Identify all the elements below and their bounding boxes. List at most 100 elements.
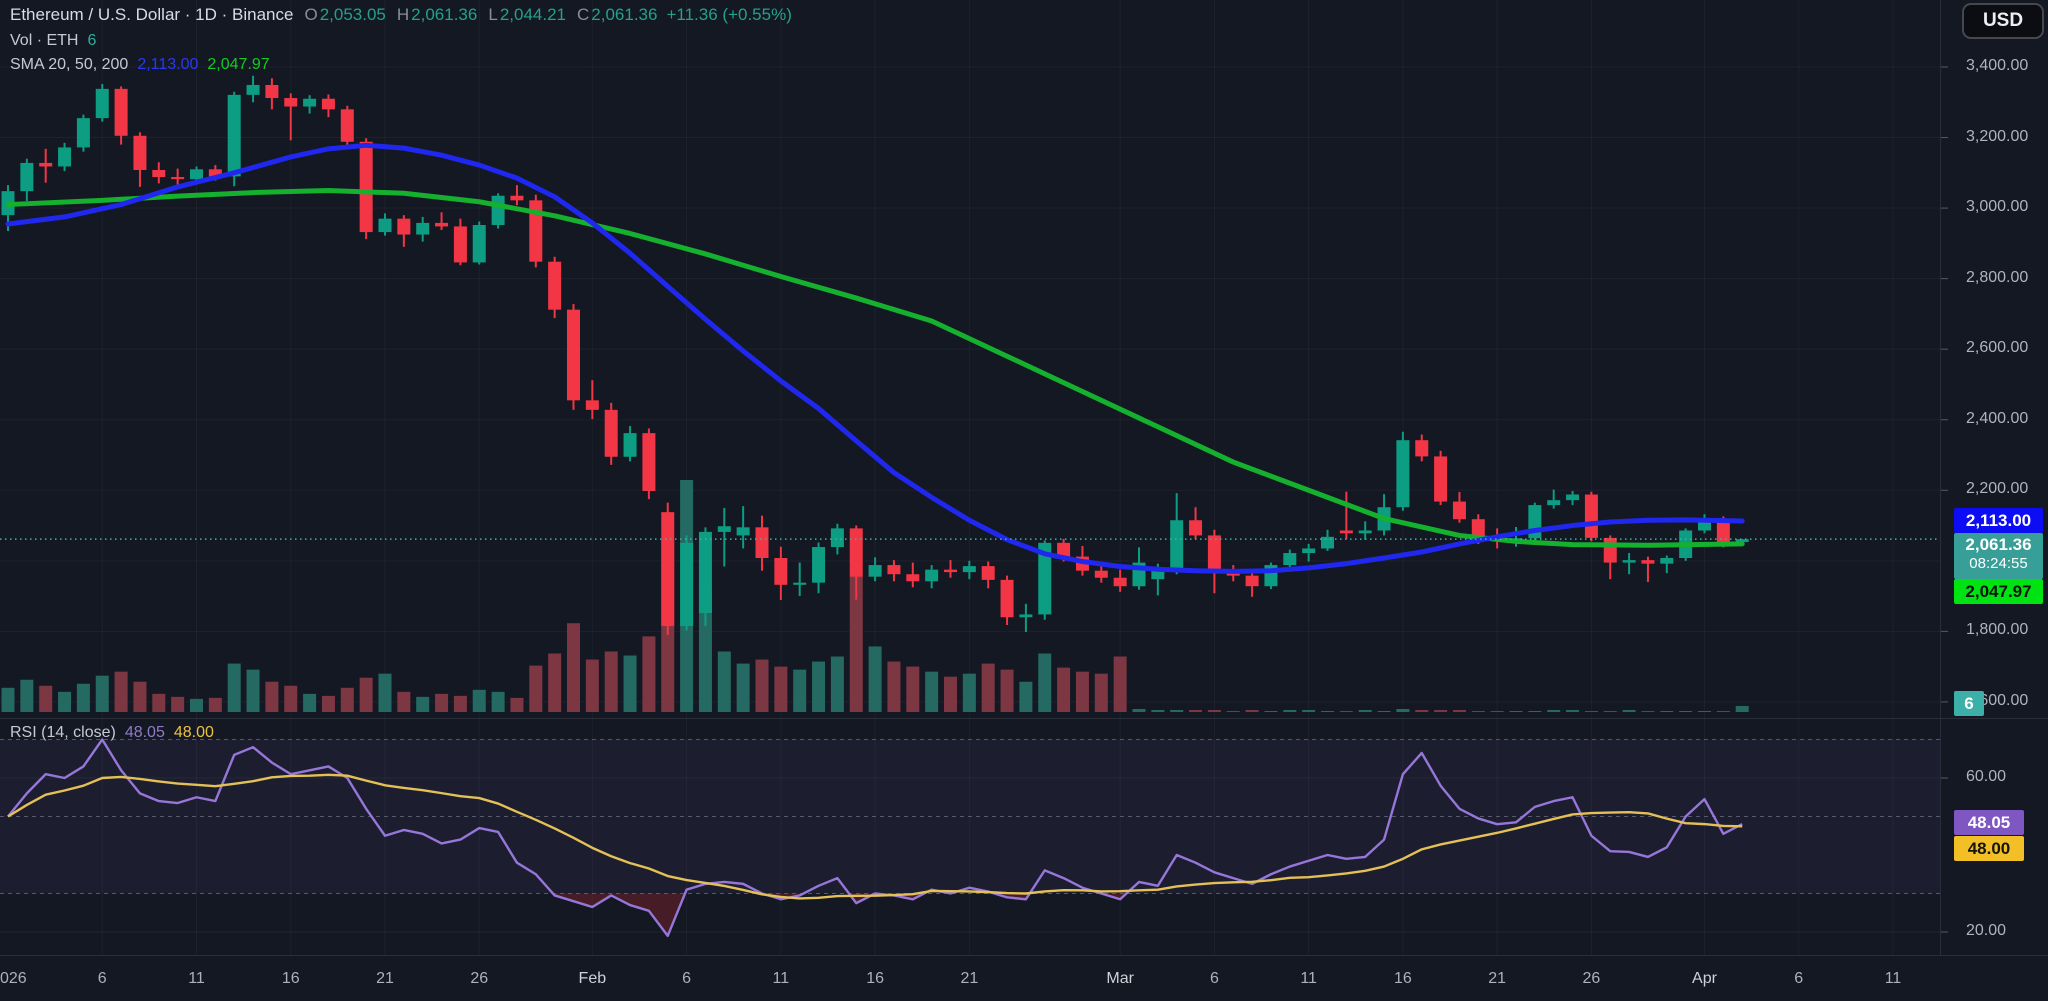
volume-bar xyxy=(925,671,939,712)
candle-body xyxy=(1019,614,1033,618)
candle-body xyxy=(887,565,901,575)
candle-body xyxy=(359,141,373,233)
volume-bar xyxy=(1094,673,1108,712)
candle-body xyxy=(830,528,844,548)
volume-bar xyxy=(1,687,15,712)
time-axis-label: 16 xyxy=(1393,970,1412,987)
volume-bar xyxy=(284,685,298,712)
candle-body xyxy=(717,526,731,532)
candle-body xyxy=(1057,542,1071,557)
volume-bar xyxy=(1377,710,1391,712)
time-axis-label: 11 xyxy=(772,970,790,987)
volume-bar xyxy=(698,590,712,712)
volume-bar xyxy=(1641,710,1655,712)
volume-bar xyxy=(1509,710,1523,712)
volume-bar xyxy=(1716,710,1730,712)
volume-bar xyxy=(736,663,750,712)
volume-bar xyxy=(1245,709,1259,712)
volume-bar xyxy=(416,696,430,712)
candle-body xyxy=(567,309,580,401)
candle-body xyxy=(1000,579,1014,618)
candle-body xyxy=(1641,560,1655,564)
rsi-axis-label: 20.00 xyxy=(1966,922,2007,939)
candle-body xyxy=(1283,553,1297,566)
candle-body xyxy=(1660,558,1674,564)
volume-bar xyxy=(944,676,957,712)
time-axis-label: 6 xyxy=(1209,970,1219,987)
volume-bar xyxy=(717,651,731,712)
candle-body xyxy=(944,569,957,573)
candle-body xyxy=(39,162,53,167)
candle-body xyxy=(58,147,72,167)
volume-bar xyxy=(1321,710,1334,712)
rsi-value-badge: 48.05 xyxy=(1954,810,2024,835)
candle-body xyxy=(623,433,637,457)
volume-bar xyxy=(227,663,241,712)
currency-button[interactable]: USD xyxy=(1962,3,2044,39)
close-value: 2,061.36 xyxy=(591,5,658,24)
candle-body xyxy=(95,88,109,119)
low-value: 2,044.21 xyxy=(499,5,566,24)
volume-bar xyxy=(472,689,486,712)
volume-bar xyxy=(171,696,185,712)
time-axis-label: 11 xyxy=(1300,970,1317,987)
volume-bar xyxy=(1207,709,1221,712)
volume-bar xyxy=(20,679,34,712)
sma-fast-line xyxy=(5,142,1745,574)
volume-bar xyxy=(1547,709,1561,712)
candle-body xyxy=(1396,440,1410,508)
volume-value: 6 xyxy=(87,32,97,49)
candle-body xyxy=(378,218,392,233)
volume-bar xyxy=(1189,709,1203,712)
volume-bar xyxy=(303,693,317,712)
volume-bar xyxy=(1679,710,1693,712)
volume-bar xyxy=(39,685,53,712)
price-axis-label: 3,400.00 xyxy=(1966,57,2029,74)
candle-body xyxy=(736,527,750,536)
rsi-axis-label: 60.00 xyxy=(1966,768,2007,785)
volume-bar xyxy=(1283,709,1297,712)
volume-bar xyxy=(1415,709,1429,712)
time-axis-label: 11 xyxy=(1884,970,1902,987)
candle-body xyxy=(20,162,34,192)
candle-body xyxy=(585,400,599,410)
volume-bar xyxy=(1566,709,1580,712)
volume-bar xyxy=(962,673,976,712)
price-axis-label: 2,200.00 xyxy=(1966,480,2029,498)
volume-bar xyxy=(1584,710,1598,712)
time-axis-label: 16 xyxy=(866,970,884,987)
rsi-legend: RSI (14, close) 48.05 48.00 xyxy=(10,724,214,742)
sma-slow-price-badge: 2,047.97 xyxy=(1954,579,2043,604)
high-value: 2,061.36 xyxy=(411,5,478,24)
candle-body xyxy=(1207,535,1221,573)
volume-bar xyxy=(510,697,524,712)
volume-bar xyxy=(1452,709,1466,712)
volume-bar xyxy=(548,653,562,712)
candle-body xyxy=(152,169,166,178)
volume-bar xyxy=(114,671,128,712)
candle-body xyxy=(642,433,656,491)
volume-bar xyxy=(1113,656,1127,712)
volume-bar xyxy=(887,661,901,712)
time-axis-label: Mar xyxy=(1106,970,1134,987)
time-axis-label: 6 xyxy=(1794,970,1804,987)
volume-bar xyxy=(642,636,656,712)
candle-body xyxy=(529,200,543,262)
volume-badge: 6 xyxy=(1954,691,1984,716)
rsi-ma-value-badge: 48.00 xyxy=(1954,836,2024,861)
candle-body xyxy=(1170,520,1184,571)
volume-bar xyxy=(1132,708,1146,712)
rsi-label: RSI (14, close) xyxy=(10,724,116,741)
volume-bar xyxy=(1226,710,1240,712)
candle-body xyxy=(1716,519,1730,544)
candle-body xyxy=(661,512,675,627)
volume-bar xyxy=(208,697,222,712)
volume-bar xyxy=(397,691,411,712)
candle-body xyxy=(680,542,694,627)
candle-body xyxy=(397,218,411,235)
candle-body xyxy=(1452,501,1466,520)
candle-body xyxy=(1094,570,1108,578)
volume-bar xyxy=(1622,709,1636,712)
volume-bar xyxy=(435,693,449,712)
